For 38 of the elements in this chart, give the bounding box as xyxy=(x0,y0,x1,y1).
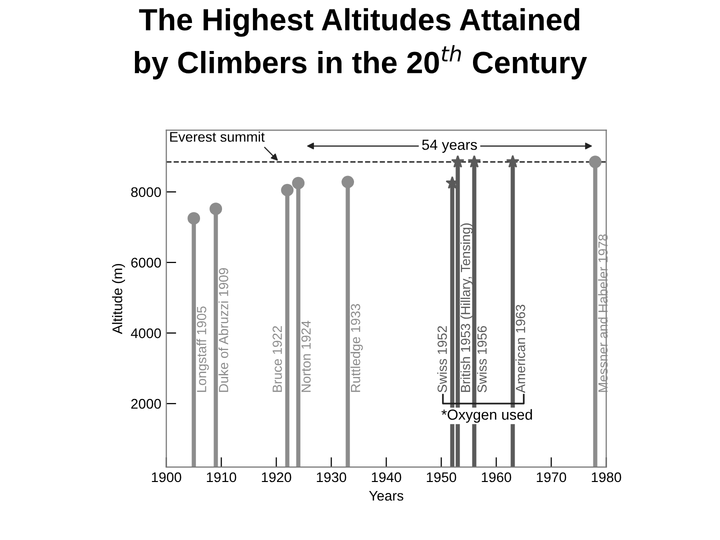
x-axis-title: Years xyxy=(369,490,404,501)
annotation: Norton 1924 xyxy=(301,320,311,392)
y-axis-title: Altitude (m) xyxy=(112,264,126,334)
x-tick-label: 1970 xyxy=(536,472,566,482)
x-tick-label: 1900 xyxy=(152,472,182,482)
annotation: Duke of Abruzzi 1909 xyxy=(218,268,228,392)
annotation: Messner and Habeler 1978 xyxy=(598,234,608,392)
point xyxy=(342,176,354,188)
x-tick-label: 1980 xyxy=(592,472,622,482)
point xyxy=(468,154,481,168)
y-tick-label: 6000 xyxy=(131,258,161,268)
annotation: Swiss 1952 xyxy=(437,326,447,392)
y-tick-label: 2000 xyxy=(131,398,161,409)
point xyxy=(188,212,200,225)
point xyxy=(451,154,464,168)
x-tick-label: 1930 xyxy=(316,472,346,482)
y-tick-label: 8000 xyxy=(131,187,161,198)
x-tick-label: 1910 xyxy=(206,472,236,482)
x-tick-label: 1960 xyxy=(482,472,512,482)
annotation: Longstaff 1905 xyxy=(196,306,209,392)
annotation: *Oxygen used xyxy=(442,409,532,423)
ref-line-label: Everest summit xyxy=(170,132,265,142)
chart-title: The Highest Altitudes Attained by Climbers in the 20$^{th}$ Century xyxy=(134,8,588,80)
annotation: Swiss 1956 xyxy=(477,326,487,392)
point xyxy=(292,176,305,190)
annotation: Bruce 1922 xyxy=(272,326,282,392)
x-tick-label: 1920 xyxy=(262,472,292,482)
annotation: 54 years xyxy=(422,140,477,153)
x-tick-label: 1950 xyxy=(426,472,456,482)
point xyxy=(210,202,222,216)
point xyxy=(588,156,602,168)
point xyxy=(506,154,520,168)
x-tick-label: 1940 xyxy=(372,472,402,482)
annotation: American 1963 xyxy=(516,304,526,393)
annotation: Ruttledge 1933 xyxy=(350,304,363,392)
y-tick-label: 4000 xyxy=(130,328,161,338)
point xyxy=(281,184,294,196)
annotation: British 1953 (Hillary, Tensing) xyxy=(460,223,473,392)
